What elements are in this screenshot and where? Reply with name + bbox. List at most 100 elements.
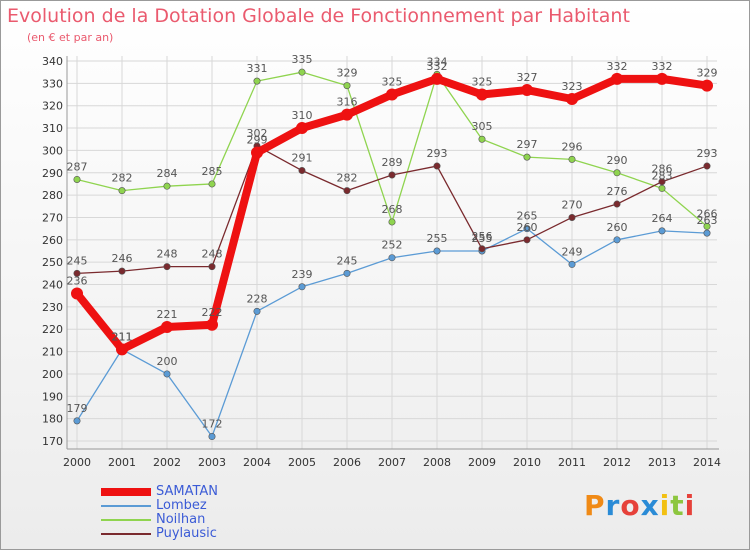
data-point-samatan	[161, 321, 173, 333]
data-label-puylausic: 276	[607, 185, 628, 198]
data-point-lombez	[343, 269, 351, 277]
y-tick-label: 180	[42, 413, 63, 426]
x-tick-label: 2009	[468, 456, 496, 469]
data-point-puylausic	[118, 267, 126, 275]
data-label-lombez: 255	[427, 232, 448, 245]
x-tick-label: 2000	[63, 456, 91, 469]
x-tick-label: 2002	[153, 456, 181, 469]
data-label-samatan: 325	[472, 76, 493, 89]
data-label-samatan: 310	[292, 109, 313, 122]
data-label-lombez: 264	[652, 212, 673, 225]
data-point-noilhan	[703, 222, 711, 230]
data-label-puylausic: 260	[517, 221, 538, 234]
data-point-samatan	[611, 72, 623, 85]
data-label-samatan: 221	[157, 308, 178, 321]
legend-item-puylausic: Puylausic	[101, 526, 321, 541]
data-label-puylausic: 248	[202, 248, 223, 261]
y-tick-label: 280	[42, 189, 63, 202]
y-tick-label: 250	[42, 256, 63, 269]
data-point-noilhan	[613, 169, 621, 177]
y-tick-label: 220	[42, 323, 63, 336]
data-label-lombez: 260	[607, 221, 628, 234]
data-label-puylausic: 256	[472, 230, 493, 243]
data-point-noilhan	[118, 187, 126, 195]
data-label-noilhan: 284	[157, 167, 178, 180]
data-point-samatan	[431, 72, 443, 85]
y-tick-label: 340	[42, 55, 63, 68]
data-label-puylausic: 291	[292, 152, 313, 165]
data-point-noilhan	[253, 77, 261, 85]
data-point-lombez	[523, 225, 531, 233]
x-tick-label: 2008	[423, 456, 451, 469]
data-label-samatan: 332	[607, 60, 628, 73]
y-tick-label: 330	[42, 77, 63, 90]
data-label-noilhan: 331	[247, 62, 268, 75]
x-tick-label: 2004	[243, 456, 271, 469]
data-label-samatan: 323	[562, 80, 583, 93]
x-tick-label: 2001	[108, 456, 136, 469]
data-label-puylausic: 289	[382, 156, 403, 169]
data-point-samatan	[341, 108, 353, 121]
data-label-noilhan: 296	[562, 140, 583, 153]
legend-label-puylausic: Puylausic	[156, 526, 217, 541]
data-label-lombez: 172	[202, 418, 223, 431]
data-point-puylausic	[298, 167, 306, 175]
data-label-samatan: 329	[697, 67, 718, 80]
data-point-samatan	[206, 318, 218, 331]
data-label-puylausic: 282	[337, 172, 358, 185]
legend-item-samatan: SAMATAN	[101, 484, 321, 499]
data-point-noilhan	[343, 82, 351, 90]
y-tick-label: 300	[42, 144, 63, 157]
data-point-puylausic	[343, 187, 351, 195]
data-point-puylausic	[613, 200, 621, 208]
data-point-samatan	[476, 88, 488, 101]
data-label-noilhan: 285	[202, 165, 223, 178]
data-label-noilhan: 329	[337, 67, 358, 80]
y-tick-label: 210	[42, 346, 63, 359]
data-point-puylausic	[478, 245, 486, 253]
data-label-noilhan: 290	[607, 154, 628, 167]
data-label-puylausic: 245	[67, 254, 88, 267]
data-point-samatan	[701, 79, 713, 92]
data-label-puylausic: 293	[427, 147, 448, 160]
data-label-noilhan: 283	[652, 169, 673, 182]
data-point-noilhan	[568, 155, 576, 163]
chart-title: Evolution de la Dotation Globale de Fonc…	[7, 5, 630, 27]
data-point-puylausic	[163, 263, 171, 271]
x-tick-label: 2013	[648, 456, 676, 469]
data-label-samatan: 327	[517, 71, 538, 84]
data-point-lombez	[433, 247, 441, 255]
data-point-noilhan	[478, 135, 486, 143]
data-label-lombez: 211	[112, 330, 133, 343]
data-label-samatan: 299	[247, 134, 268, 147]
data-point-lombez	[163, 370, 171, 378]
data-point-samatan	[566, 93, 578, 105]
data-label-puylausic: 293	[697, 147, 718, 160]
data-point-lombez	[298, 283, 306, 291]
data-point-lombez	[208, 433, 216, 441]
data-point-lombez	[613, 236, 621, 244]
data-label-noilhan: 266	[697, 207, 718, 220]
chart-subtitle: (en € et par an)	[27, 31, 114, 44]
data-label-noilhan: 297	[517, 138, 538, 151]
data-label-samatan: 332	[427, 60, 448, 73]
data-label-samatan: 332	[652, 60, 673, 73]
y-tick-label: 230	[42, 301, 63, 314]
data-point-noilhan	[298, 68, 306, 76]
data-point-lombez	[73, 417, 81, 425]
data-label-puylausic: 302	[247, 127, 268, 140]
data-point-samatan	[251, 146, 263, 159]
proxiti-logo: Proxiti	[584, 489, 696, 522]
x-tick-label: 2012	[603, 456, 631, 469]
y-tick-label: 290	[42, 167, 63, 180]
data-point-puylausic	[658, 178, 666, 186]
data-label-noilhan: 282	[112, 172, 133, 185]
legend-label-lombez: Lombez	[156, 498, 207, 513]
data-label-lombez: 179	[67, 402, 88, 415]
legend-item-lombez: Lombez	[101, 498, 321, 513]
data-point-noilhan	[208, 180, 216, 188]
data-point-puylausic	[73, 269, 81, 277]
data-label-puylausic: 246	[112, 252, 133, 265]
data-label-samatan: 236	[67, 274, 88, 287]
legend-swatch-noilhan	[101, 519, 151, 521]
